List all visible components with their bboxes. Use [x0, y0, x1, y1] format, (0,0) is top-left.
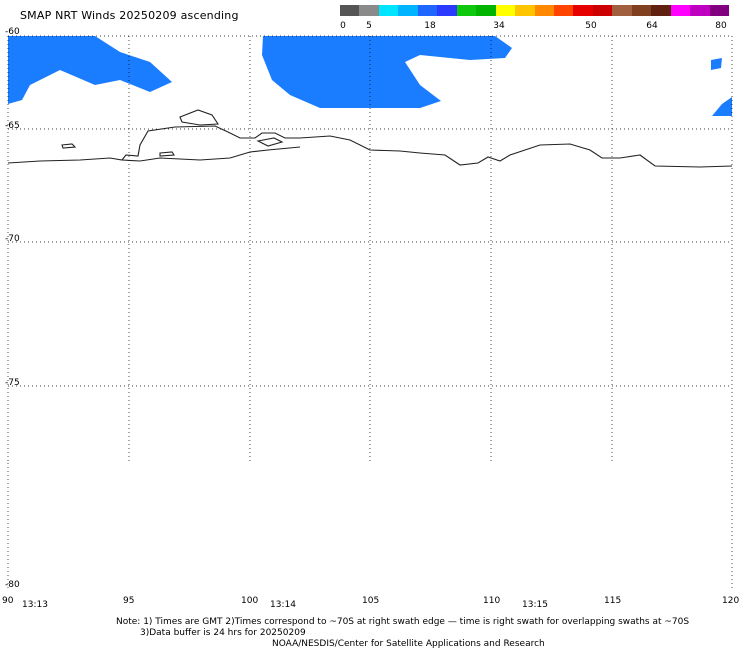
colorbar-segment — [709, 5, 730, 16]
axis-frame — [7, 463, 733, 590]
colorbar-segment — [378, 5, 399, 16]
colorbar-segment — [495, 5, 516, 16]
time-label: 13:13 — [22, 600, 48, 610]
colorbar-label: 64 — [646, 21, 658, 31]
lon-label: 90 — [2, 596, 14, 606]
colorbar-segment — [553, 5, 574, 16]
colorbar-segment — [417, 5, 438, 16]
colorbar-segment — [612, 5, 632, 16]
wind-speed-colorbar — [340, 5, 730, 16]
colorbar-segment — [476, 5, 496, 16]
wind-swath-center — [262, 36, 512, 108]
lon-label: 95 — [123, 596, 135, 606]
antarctic-coastline — [7, 109, 733, 168]
note-line-1: Note: 1) Times are GMT 2)Times correspon… — [116, 617, 690, 627]
lon-label: 120 — [722, 596, 740, 606]
colorbar-segment — [592, 5, 613, 16]
lon-label: 110 — [483, 596, 501, 606]
lat-label: -70 — [5, 234, 20, 244]
colorbar-segment — [340, 5, 360, 16]
wind-swath-east-small — [711, 58, 722, 70]
lon-label: 105 — [362, 596, 380, 606]
colorbar-label: 18 — [424, 21, 436, 31]
colorbar-label: 50 — [585, 21, 597, 31]
colorbar-segment — [437, 5, 457, 16]
colorbar-segment — [515, 5, 535, 16]
time-label: 13:15 — [522, 600, 548, 610]
wind-swath-east — [712, 97, 732, 116]
colorbar-segment — [573, 5, 593, 16]
lon-label: 100 — [241, 596, 259, 606]
wind-swath-west — [8, 36, 172, 104]
colorbar-segment — [398, 5, 418, 16]
colorbar-label: 0 — [340, 21, 346, 31]
colorbar-segment — [359, 5, 379, 16]
colorbar-label: 34 — [493, 21, 505, 31]
graticule — [7, 35, 733, 463]
note-line-2: 3)Data buffer is 24 hrs for 20250209 — [140, 628, 306, 638]
lat-label: -65 — [5, 121, 20, 131]
map-title: SMAP NRT Winds 20250209 ascending — [20, 9, 239, 22]
colorbar-segment — [456, 5, 477, 16]
colorbar-segment — [631, 5, 652, 16]
colorbar-label: 80 — [715, 21, 727, 31]
colorbar-label: 5 — [366, 21, 372, 31]
colorbar-segment — [651, 5, 671, 16]
lat-label: -80 — [5, 580, 20, 590]
credit-line: NOAA/NESDIS/Center for Satellite Applica… — [272, 639, 545, 649]
lon-label: 115 — [604, 596, 622, 606]
time-label: 13:14 — [270, 600, 296, 610]
colorbar-segment — [534, 5, 554, 16]
lat-label: -60 — [5, 27, 20, 37]
colorbar-segment — [670, 5, 691, 16]
wind-swath-layer — [8, 36, 732, 116]
lat-label: -75 — [5, 378, 20, 388]
colorbar-segment — [690, 5, 710, 16]
